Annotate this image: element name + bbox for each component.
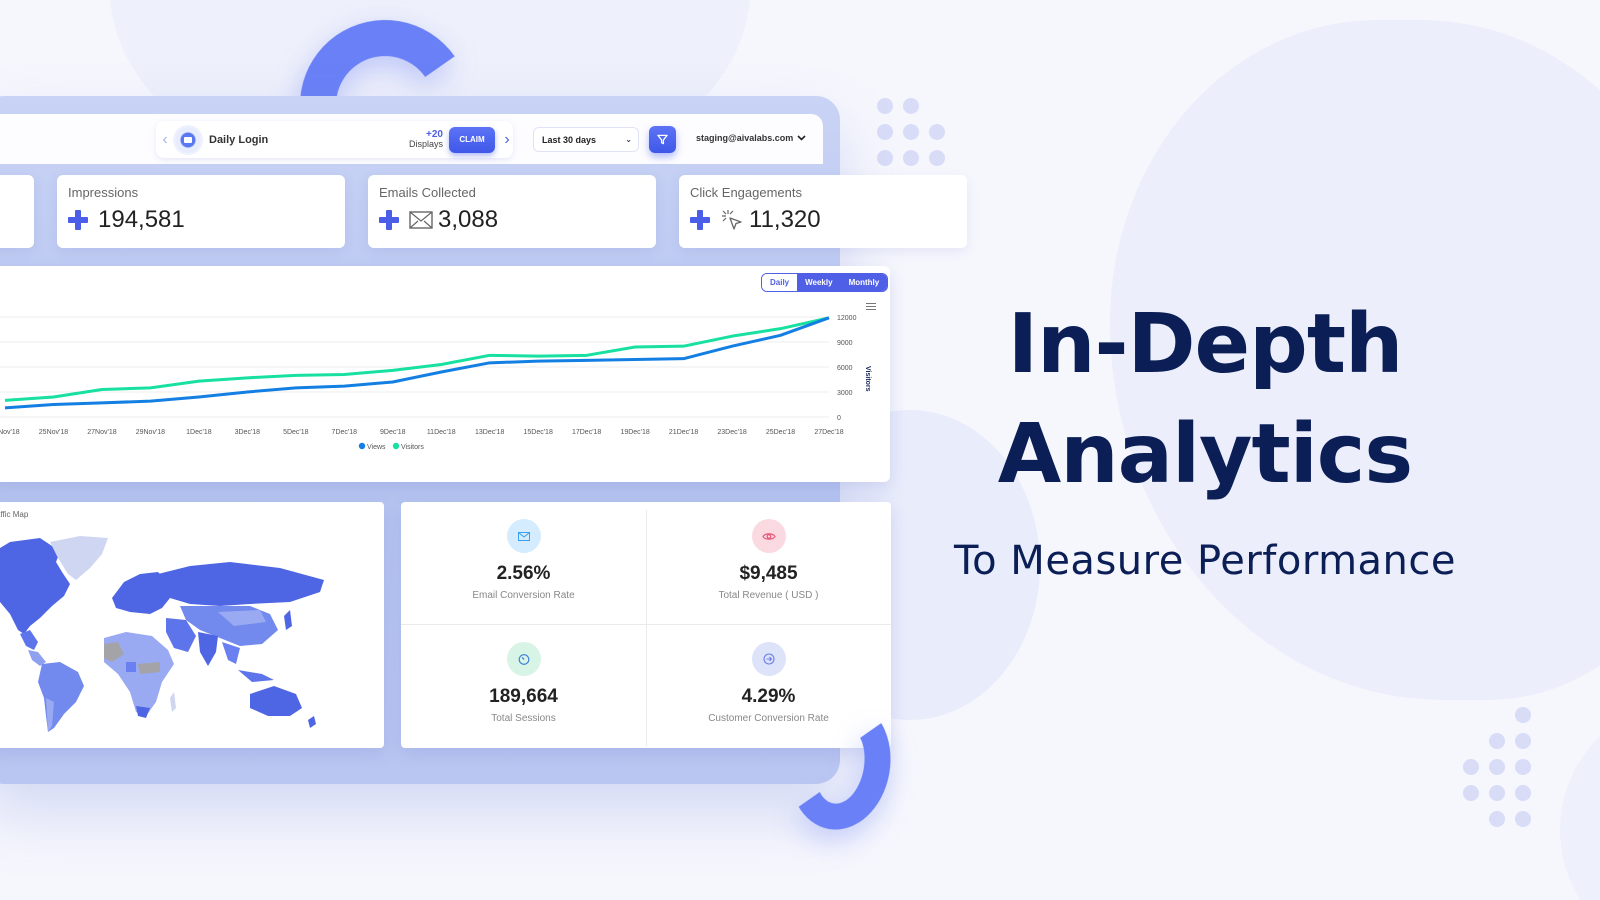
filter-icon — [657, 134, 668, 145]
date-range-select[interactable]: Last 30 days ⌄ — [533, 127, 639, 152]
svg-text:25Nov'18: 25Nov'18 — [39, 429, 68, 436]
map-title: affic Map — [0, 510, 29, 519]
svg-text:17Dec'18: 17Dec'18 — [572, 429, 601, 436]
svg-text:27Nov'18: 27Nov'18 — [87, 429, 116, 436]
svg-text:3000: 3000 — [837, 390, 853, 397]
chevron-down-icon: ⌄ — [625, 135, 632, 144]
svg-text:1Dec'18: 1Dec'18 — [186, 429, 212, 436]
svg-text:11Dec'18: 11Dec'18 — [427, 429, 456, 436]
svg-text:9000: 9000 — [837, 340, 853, 347]
reward-bonus: +20 Displays — [408, 128, 443, 150]
daily-login-reward-widget: ‹ Daily Login +20 Displays CLAIM › — [156, 121, 513, 158]
kpi-label: Email Conversion Rate — [472, 590, 575, 601]
eye-icon — [751, 519, 786, 553]
svg-text:9Dec'18: 9Dec'18 — [380, 429, 406, 436]
svg-text:15Dec'18: 15Dec'18 — [523, 429, 552, 436]
traffic-map-card: affic Map — [0, 502, 384, 748]
tab-daily[interactable]: Daily — [762, 274, 798, 291]
svg-text:3Dec'18: 3Dec'18 — [235, 429, 261, 436]
background-blob — [1560, 700, 1600, 900]
kpi-label: Total Revenue ( USD ) — [718, 590, 819, 601]
chart-legend: Views Visitors — [358, 442, 424, 451]
calendar-icon — [175, 126, 201, 153]
chevron-left-icon[interactable]: ‹ — [162, 130, 168, 148]
plus-icon — [68, 210, 88, 230]
date-range-value: Last 30 days — [542, 134, 597, 145]
svg-text:21Dec'18: 21Dec'18 — [669, 429, 698, 436]
svg-text:12000: 12000 — [837, 315, 857, 322]
account-menu[interactable]: staging@aivalabs.com — [696, 133, 806, 143]
svg-text:7Dec'18: 7Dec'18 — [332, 429, 358, 436]
kpi-email-conversion-rate: 2.56% Email Conversion Rate — [401, 502, 646, 625]
stat-label: Click Engagements — [690, 185, 802, 200]
stat-label: Impressions — [68, 185, 139, 200]
kpi-total-sessions: 189,664 Total Sessions — [401, 625, 646, 748]
chevron-right-icon[interactable]: › — [504, 130, 510, 148]
stat-card-partial — [0, 175, 34, 248]
svg-text:29Nov'18: 29Nov'18 — [136, 429, 165, 436]
svg-text:6000: 6000 — [837, 365, 853, 372]
plus-icon — [379, 210, 399, 230]
kpi-value: 189,664 — [489, 686, 558, 707]
line-chart: 0 3000 6000 9000 12000 23Nov'18 25Nov'18 27Nov… — [0, 315, 871, 451]
stat-value: 11,320 — [749, 206, 821, 233]
plus-icon — [690, 210, 710, 230]
filter-button[interactable] — [649, 126, 676, 153]
account-email: staging@aivalabs.com — [696, 133, 794, 143]
kpi-summary-card: 2.56% Email Conversion Rate $9,485 Total… — [401, 502, 891, 748]
kpi-value: 2.56% — [496, 563, 551, 584]
svg-text:27Dec'18: 27Dec'18 — [814, 429, 843, 436]
hero-headline-line-1: In-Depth — [1007, 297, 1404, 392]
svg-text:0: 0 — [837, 415, 841, 422]
envelope-icon — [409, 211, 433, 229]
kpi-label: Total Sessions — [491, 713, 556, 724]
cursor-click-icon — [720, 209, 744, 231]
visitors-chart-card: Daily Weekly Monthly 0 3000 6000 9000 12000 … — [0, 266, 890, 482]
svg-text:23Nov'18: 23Nov'18 — [0, 429, 20, 436]
hero-headline-line-2: Analytics — [997, 407, 1413, 502]
svg-text:5Dec'18: 5Dec'18 — [283, 429, 309, 436]
kpi-value: $9,485 — [739, 563, 798, 584]
svg-text:Views: Views — [367, 444, 386, 451]
svg-text:25Dec'18: 25Dec'18 — [766, 429, 795, 436]
world-map — [0, 536, 324, 732]
stat-card-click-engagements: Click Engagements 11,320 — [679, 175, 967, 248]
stat-card-impressions: Impressions 194,581 — [57, 175, 345, 248]
hero-headline: In-Depth Analytics — [905, 290, 1505, 510]
stat-value: 194,581 — [98, 206, 185, 233]
y-axis-labels: 0 3000 6000 9000 12000 — [837, 315, 857, 422]
kpi-total-revenue: $9,485 Total Revenue ( USD ) — [646, 502, 891, 625]
stat-value: 3,088 — [438, 206, 499, 233]
period-tabs: Daily Weekly Monthly — [761, 273, 889, 292]
reward-bonus-label: Displays — [408, 139, 443, 150]
chart-series — [4, 316, 830, 410]
hero-subtitle: To Measure Performance — [953, 538, 1456, 584]
kpi-label: Customer Conversion Rate — [708, 713, 829, 724]
x-axis-labels: 23Nov'18 25Nov'18 27Nov'18 29Nov'18 1Dec'18 3… — [0, 429, 844, 436]
y-axis-title: Visitors — [864, 366, 871, 392]
kpi-value: 4.29% — [741, 686, 796, 707]
svg-text:19Dec'18: 19Dec'18 — [620, 429, 649, 436]
svg-text:23Dec'18: 23Dec'18 — [717, 429, 746, 436]
claim-button[interactable]: CLAIM — [449, 126, 495, 153]
timer-icon — [506, 642, 541, 676]
arrow-circle-icon — [751, 642, 786, 676]
kpi-customer-conversion-rate: 4.29% Customer Conversion Rate — [646, 625, 891, 748]
reward-bonus-value: +20 — [426, 128, 443, 140]
envelope-icon — [506, 519, 541, 553]
tab-monthly[interactable]: Monthly — [840, 274, 888, 291]
stat-card-emails-collected: Emails Collected 3,088 — [368, 175, 656, 248]
chart-menu-icon[interactable] — [866, 303, 876, 312]
chevron-down-icon — [797, 135, 806, 141]
svg-text:13Dec'18: 13Dec'18 — [475, 429, 504, 436]
svg-text:Visitors: Visitors — [401, 444, 424, 451]
decorative-dots — [877, 98, 945, 166]
stat-label: Emails Collected — [379, 185, 476, 200]
reward-title: Daily Login — [209, 133, 269, 146]
divider — [646, 510, 647, 746]
tab-weekly[interactable]: Weekly — [797, 274, 841, 291]
decorative-dots — [1463, 707, 1531, 827]
divider — [401, 624, 891, 625]
